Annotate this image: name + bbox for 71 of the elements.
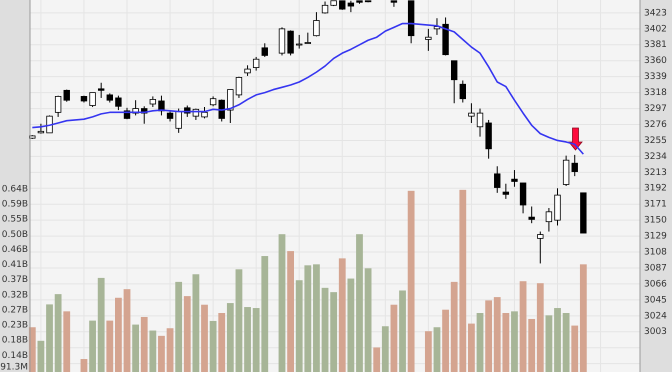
y2-tick-label: 0.46B <box>2 244 28 255</box>
y-tick-label: 3171 <box>644 200 667 210</box>
candlestick <box>468 102 475 124</box>
candlestick <box>502 183 510 200</box>
candlestick <box>244 64 251 76</box>
y2-tick-label: 0.18B <box>2 336 28 346</box>
y-tick-label: 3402 <box>644 24 667 34</box>
y-tick-label: 3192 <box>644 184 667 194</box>
candlestick <box>98 82 104 98</box>
candlestick <box>520 182 526 214</box>
candlestick <box>218 98 225 122</box>
candlestick <box>227 89 234 124</box>
candlestick <box>150 96 156 108</box>
y2-tick-label: 0.55B <box>2 214 28 225</box>
y2-tick-label: 0.64B <box>2 184 28 194</box>
candlestick <box>348 0 354 13</box>
y-tick-label: 3297 <box>644 104 667 114</box>
y-tick-label: 3360 <box>644 56 668 66</box>
candlestick <box>546 208 552 232</box>
candlestick <box>106 92 113 103</box>
candlestick <box>115 95 122 111</box>
candlestick <box>296 34 302 50</box>
y-tick-label: 3045 <box>644 295 667 306</box>
candlestick <box>304 32 312 44</box>
candlestick <box>166 111 174 122</box>
candlestick <box>236 76 242 98</box>
candlestick <box>425 28 432 52</box>
candlestick <box>339 0 346 10</box>
candlestick <box>89 92 96 108</box>
y-tick-label: 3213 <box>644 168 667 178</box>
y2-tick-label: 0.14B <box>2 350 28 361</box>
line-series <box>31 22 584 155</box>
candlestick <box>64 89 70 102</box>
y-tick-label: 3066 <box>644 279 668 290</box>
y-tick-label: 3108 <box>644 248 668 258</box>
candlestick <box>252 56 260 72</box>
y-tick-label: 3423 <box>644 8 667 18</box>
y2-tick-label: 0.37B <box>2 275 28 286</box>
candlestick <box>210 96 216 107</box>
y-tick-label: 3003 <box>644 327 667 338</box>
candlestick <box>175 108 182 134</box>
y-tick-label: 3087 <box>644 263 667 274</box>
y2-tick-label: 0.27B <box>2 305 28 316</box>
candlestick <box>537 231 544 264</box>
candlestick <box>528 206 535 224</box>
y2-tick-label: 0.50B <box>2 230 28 240</box>
y-tick-label: 3381 <box>644 40 667 50</box>
y-tick-label: 3318 <box>644 88 668 98</box>
candlestick <box>494 166 500 194</box>
y-tick-label: 3234 <box>644 152 668 162</box>
candlestick <box>476 108 484 138</box>
candlestick <box>511 170 518 188</box>
y2-tick-label: 0.41B <box>2 260 28 270</box>
candlestick <box>54 95 62 118</box>
candlestick <box>572 154 578 177</box>
candlestick <box>460 80 466 103</box>
candlestick <box>201 106 208 119</box>
y-tick-label: 3339 <box>644 72 668 82</box>
candlestick <box>287 30 294 56</box>
y-tick-label: 3129 <box>644 232 668 242</box>
y2-tick-label: 91.3M <box>0 362 28 372</box>
y-tick-label: 3024 <box>644 311 668 322</box>
y2-tick-label: 0.23B <box>2 320 28 331</box>
y2-tick-label: 0.59B <box>2 200 28 210</box>
y-tick-label: 3276 <box>644 120 668 130</box>
y2-tick-label: 0.32B <box>2 290 28 300</box>
y-tick-label: 3150 <box>644 216 668 226</box>
candlestick <box>262 42 268 58</box>
y-tick-label: 3255 <box>644 136 667 146</box>
candlestick <box>450 60 458 104</box>
candlestick <box>313 12 320 37</box>
